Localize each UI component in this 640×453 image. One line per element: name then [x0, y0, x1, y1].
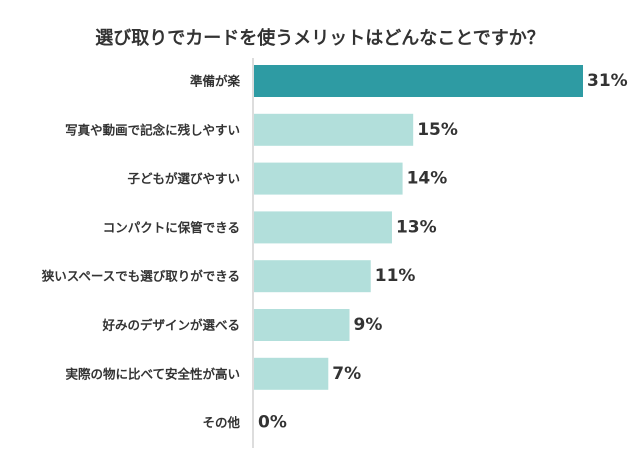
- category-label: その他: [202, 415, 240, 430]
- category-label: 写真や動画で記念に残しやすい: [65, 122, 240, 137]
- value-label: 7%: [332, 364, 361, 384]
- value-label: 14%: [407, 169, 448, 189]
- value-label: 15%: [417, 120, 458, 140]
- value-label: 0%: [258, 413, 287, 433]
- category-label: 狭いスペースでも選び取りができる: [41, 269, 240, 284]
- category-label: コンパクトに保管できる: [103, 220, 240, 235]
- bar: [254, 260, 371, 293]
- bar: [254, 357, 329, 390]
- value-label: 31%: [587, 71, 628, 91]
- bar: [254, 211, 392, 244]
- category-label: 好みのデザインが選べる: [101, 318, 240, 333]
- value-label: 13%: [396, 217, 437, 237]
- category-label: 子どもが選びやすい: [127, 171, 240, 186]
- chart-title: 選び取りでカードを使うメリットはどんなことですか？: [95, 28, 545, 49]
- value-label: 9%: [354, 315, 383, 335]
- category-label: 準備が楽: [190, 74, 241, 89]
- value-label: 11%: [375, 266, 416, 286]
- bar: [254, 162, 403, 195]
- bar: [254, 65, 583, 97]
- bar: [254, 113, 414, 146]
- bar: [254, 309, 350, 341]
- category-label: 実際の物に比べて安全性が高い: [65, 366, 240, 381]
- bars-group: 準備が楽 31% 写真や動画で記念に残しやすい 15% 子どもが選びやすい 14% コンパク…: [41, 65, 628, 433]
